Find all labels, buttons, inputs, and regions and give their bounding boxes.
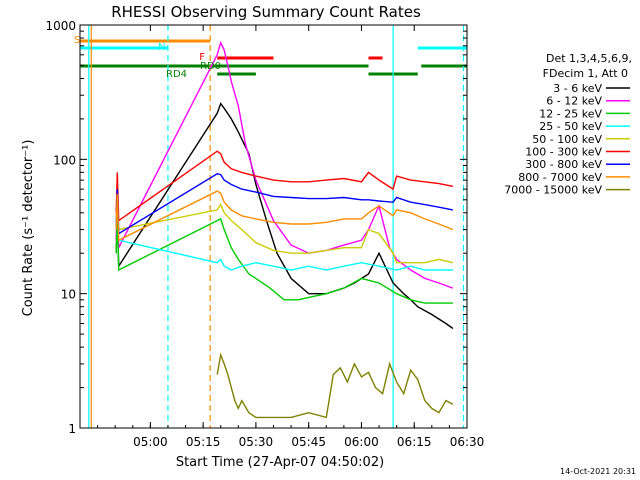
footer-timestamp: 14-Oct-2021 20:31	[560, 467, 636, 476]
state-label-rd0: RD0	[200, 61, 221, 72]
series-line-1	[115, 40, 454, 289]
series-line-7	[115, 190, 454, 242]
legend-header-line-2: FDecim 1, Att 0	[543, 67, 628, 80]
state-label-f: F	[199, 52, 205, 63]
y-tick-label-0: 1	[68, 422, 76, 436]
legend: Det 1,3,4,5,6,9, FDecim 1, Att 0 3 - 6 k…	[504, 52, 632, 197]
legend-header-line-1: Det 1,3,4,5,6,9,	[546, 52, 632, 65]
event-markers	[88, 25, 465, 428]
legend-label-8: 7000 - 15000 keV	[504, 184, 602, 197]
x-tick-label-4: 06:00	[344, 435, 379, 449]
state-label-s: S	[74, 35, 80, 46]
legend-label-2: 12 - 25 keV	[539, 107, 602, 120]
state-bars	[80, 39, 467, 76]
x-tick-label-5: 06:15	[397, 435, 432, 449]
series-line-8	[216, 352, 454, 419]
series-line-5	[115, 150, 454, 222]
legend-label-3: 25 - 50 keV	[539, 120, 602, 133]
y-tick-label-2: 100	[53, 153, 76, 167]
series-line-6	[115, 173, 454, 235]
y-tick-label-1: 10	[61, 288, 76, 302]
x-tick-label-2: 05:30	[239, 435, 274, 449]
legend-label-0: 3 - 6 keV	[553, 82, 602, 95]
axes: 05:00 05:15 05:30 05:45 06:00 06:15 06:30 1 10 10…	[45, 19, 484, 449]
x-axis-label: Start Time (27-Apr-07 04:50:02)	[176, 455, 384, 470]
state-label-n: N	[158, 42, 165, 53]
legend-label-5: 100 - 300 keV	[525, 146, 602, 159]
legend-label-7: 800 - 7000 keV	[518, 171, 602, 184]
series-line-4	[115, 194, 454, 264]
x-tick-label-3: 05:45	[291, 435, 326, 449]
y-tick-label-3: 1000	[45, 19, 76, 33]
y-axis-label: Count Rate (s⁻¹ detector⁻¹)	[21, 140, 36, 317]
series-line-3	[115, 199, 453, 271]
legend-label-6: 300 - 800 keV	[525, 158, 602, 171]
x-tick-label-0: 05:00	[133, 435, 168, 449]
series-line-2	[115, 215, 453, 304]
series-lines	[115, 40, 454, 419]
chart-title: RHESSI Observing Summary Count Rates	[111, 3, 421, 21]
legend-label-4: 50 - 100 keV	[532, 133, 602, 146]
legend-label-1: 6 - 12 keV	[546, 95, 602, 108]
x-tick-label-1: 05:15	[186, 435, 221, 449]
x-tick-label-6: 06:30	[450, 435, 485, 449]
state-label-rd4: RD4	[166, 69, 187, 80]
